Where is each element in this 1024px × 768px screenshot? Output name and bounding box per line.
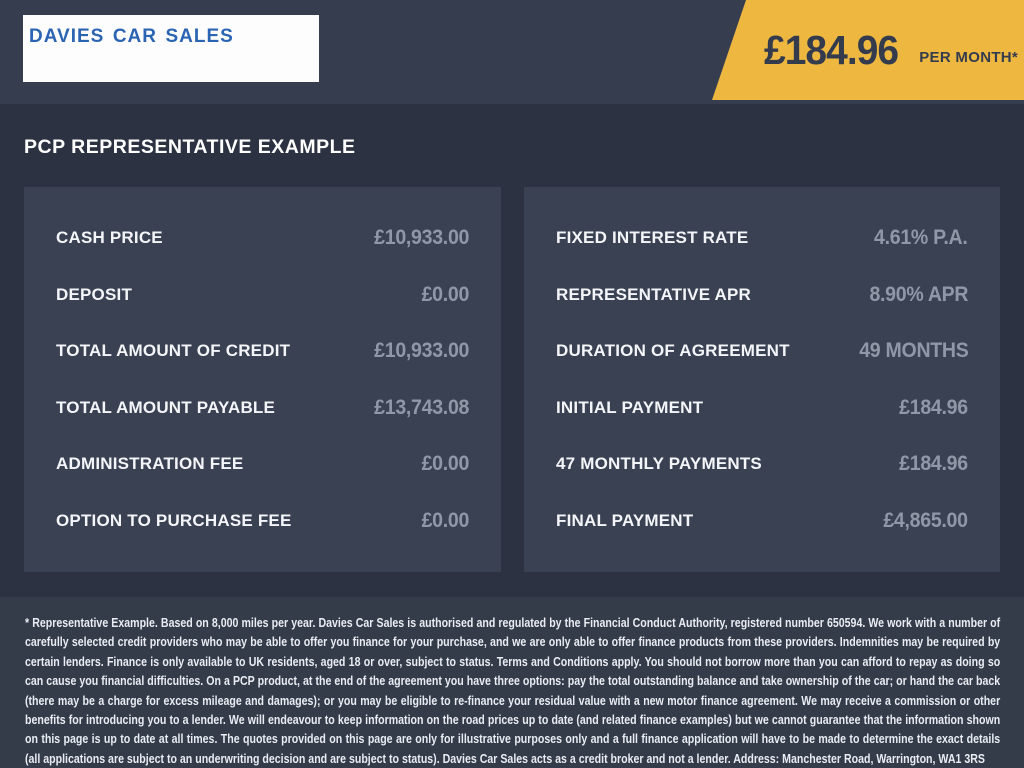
row-label: DURATION OF AGREEMENT: [556, 341, 790, 361]
row-value: £13,743.08: [374, 395, 469, 419]
monthly-price-banner: £184.96 PER MONTH*: [712, 0, 1024, 100]
disclaimer-text: * Representative Example. Based on 8,000…: [25, 616, 1001, 766]
finance-row-initial-payment: INITIAL PAYMENT £184.96: [556, 380, 968, 437]
finance-row-admin-fee: ADMINISTRATION FEE £0.00: [56, 436, 469, 493]
finance-panel-terms: FIXED INTEREST RATE 4.61% P.A. REPRESENT…: [524, 187, 1000, 572]
finance-row-total-payable: TOTAL AMOUNT PAYABLE £13,743.08: [56, 380, 469, 437]
finance-row-duration: DURATION OF AGREEMENT 49 MONTHS: [556, 323, 968, 380]
finance-row-total-credit: TOTAL AMOUNT OF CREDIT £10,933.00: [56, 323, 469, 380]
finance-row-final-payment: FINAL PAYMENT £4,865.00: [556, 493, 968, 550]
finance-row-cash-price: CASH PRICE £10,933.00: [56, 210, 469, 267]
row-label: INITIAL PAYMENT: [556, 397, 704, 417]
row-label: REPRESENTATIVE APR: [556, 284, 752, 304]
row-label: CASH PRICE: [56, 228, 163, 248]
row-value: £184.96: [899, 395, 968, 419]
row-label: ADMINISTRATION FEE: [56, 454, 244, 474]
row-value: 4.61% P.A.: [874, 226, 969, 250]
finance-row-deposit: DEPOSIT £0.00: [56, 267, 469, 324]
finance-row-interest-rate: FIXED INTEREST RATE 4.61% P.A.: [556, 210, 968, 267]
row-value: £10,933.00: [374, 226, 469, 250]
row-value: £0.00: [421, 282, 470, 306]
finance-panel-amounts: CASH PRICE £10,933.00 DEPOSIT £0.00 TOTA…: [24, 187, 501, 572]
row-value: £0.00: [421, 508, 470, 532]
monthly-price-amount: £184.96: [764, 26, 899, 73]
row-label: FINAL PAYMENT: [556, 510, 694, 530]
main-content: PCP REPRESENTATIVE EXAMPLE CASH PRICE £1…: [0, 104, 1024, 597]
dealer-logo[interactable]: Davies Car Sales: [23, 15, 319, 82]
finance-row-apr: REPRESENTATIVE APR 8.90% APR: [556, 267, 968, 324]
row-value: £0.00: [421, 452, 470, 476]
disclaimer-section: * Representative Example. Based on 8,000…: [0, 597, 1024, 768]
row-label: OPTION TO PURCHASE FEE: [56, 510, 292, 530]
finance-row-option-fee: OPTION TO PURCHASE FEE £0.00: [56, 493, 469, 550]
header: Davies Car Sales £184.96 PER MONTH*: [0, 0, 1024, 104]
row-label: 47 MONTHLY PAYMENTS: [556, 454, 762, 474]
row-label: FIXED INTEREST RATE: [556, 228, 749, 248]
row-value: 8.90% APR: [869, 282, 968, 306]
row-label: TOTAL AMOUNT OF CREDIT: [56, 341, 291, 361]
dealer-logo-text: Davies Car Sales: [29, 18, 234, 48]
finance-panels: CASH PRICE £10,933.00 DEPOSIT £0.00 TOTA…: [24, 187, 1000, 572]
page-title: PCP REPRESENTATIVE EXAMPLE: [24, 136, 356, 158]
finance-row-monthly-payments: 47 MONTHLY PAYMENTS £184.96: [556, 436, 968, 493]
row-value: 49 MONTHS: [858, 339, 969, 363]
row-value: £4,865.00: [883, 508, 969, 532]
row-value: £10,933.00: [374, 339, 469, 363]
row-label: TOTAL AMOUNT PAYABLE: [56, 397, 276, 417]
monthly-price-suffix: PER MONTH*: [919, 48, 1019, 66]
row-label: DEPOSIT: [56, 284, 133, 304]
row-value: £184.96: [899, 452, 968, 476]
